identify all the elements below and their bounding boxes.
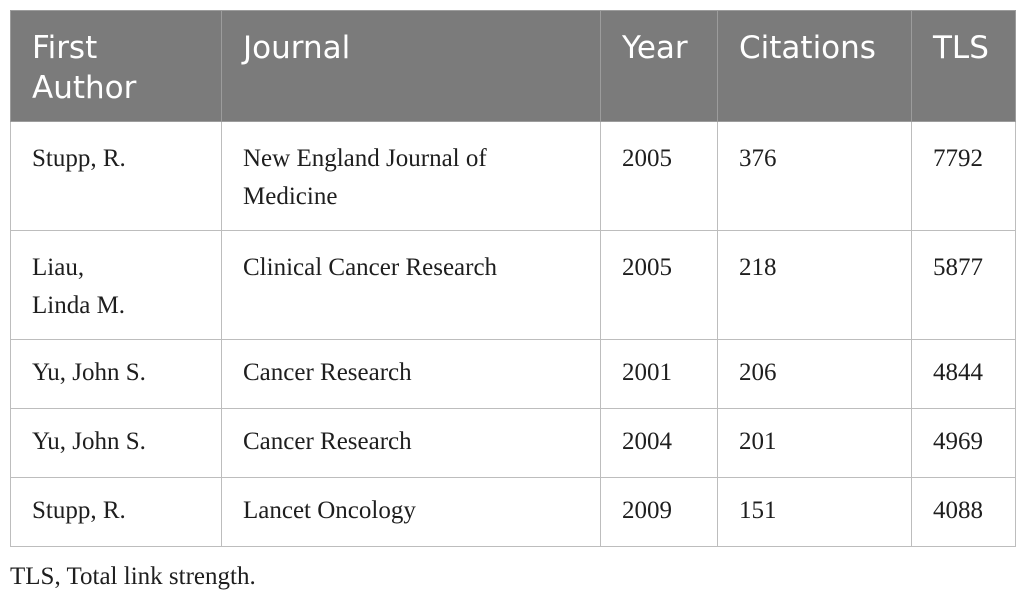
cell-tls: 4969 [911,408,1016,478]
cell-journal: Cancer Research [221,339,601,409]
cell-year: 2005 [600,121,718,231]
cell-citations: 201 [717,408,912,478]
table-row: Stupp, R. New England Journal of Medicin… [10,121,1016,231]
cell-year: 2005 [600,230,718,340]
header-year: Year [600,10,718,122]
cell-author: Liau, Linda M. [10,230,222,340]
cell-tls: 5877 [911,230,1016,340]
cell-tls: 7792 [911,121,1016,231]
citation-table: First Author Journal Year Citations TLS … [10,10,1016,547]
table-row: Yu, John S. Cancer Research 2004 201 496… [10,408,1016,478]
cell-journal: Clinical Cancer Research [221,230,601,340]
cell-citations: 206 [717,339,912,409]
header-first-author: First Author [10,10,222,122]
table-row: Stupp, R. Lancet Oncology 2009 151 4088 [10,477,1016,547]
cell-author: Yu, John S. [10,339,222,409]
table-footnote: TLS, Total link strength. [10,563,256,590]
cell-year: 2004 [600,408,718,478]
table-row: Liau, Linda M. Clinical Cancer Research … [10,230,1016,340]
cell-author: Stupp, R. [10,121,222,231]
cell-year: 2009 [600,477,718,547]
cell-journal: New England Journal of Medicine [221,121,601,231]
header-tls: TLS [911,10,1016,122]
header-citations: Citations [717,10,912,122]
cell-journal: Lancet Oncology [221,477,601,547]
cell-citations: 151 [717,477,912,547]
citation-table-container: First Author Journal Year Citations TLS … [10,10,1016,547]
table-row: Yu, John S. Cancer Research 2001 206 484… [10,339,1016,409]
header-journal: Journal [221,10,601,122]
cell-citations: 218 [717,230,912,340]
table-header-row: First Author Journal Year Citations TLS [10,10,1016,122]
cell-tls: 4088 [911,477,1016,547]
cell-year: 2001 [600,339,718,409]
cell-tls: 4844 [911,339,1016,409]
cell-journal: Cancer Research [221,408,601,478]
cell-author: Stupp, R. [10,477,222,547]
cell-citations: 376 [717,121,912,231]
cell-author: Yu, John S. [10,408,222,478]
